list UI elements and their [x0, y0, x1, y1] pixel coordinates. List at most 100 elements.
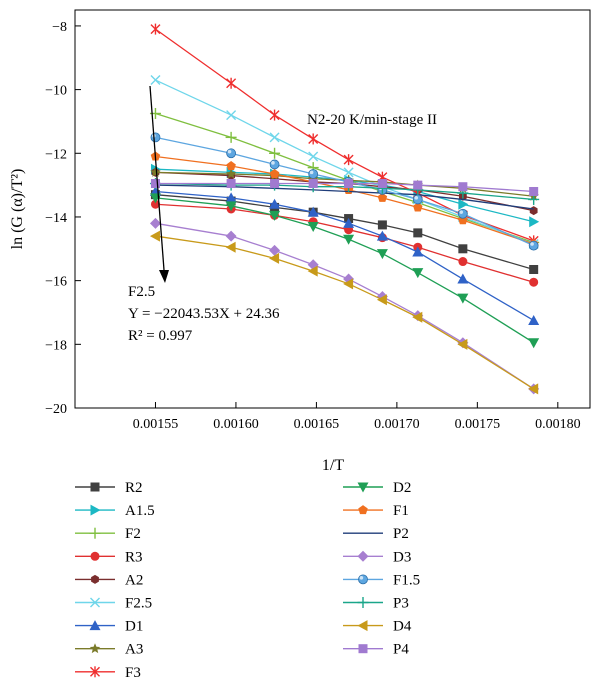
data-point-marker — [528, 240, 539, 251]
series-f3 — [150, 23, 539, 247]
data-point-marker — [377, 220, 387, 230]
legend-label: D1 — [125, 619, 143, 635]
legend-label: F2 — [125, 526, 141, 542]
legend-item: A1.5 — [75, 503, 155, 519]
data-point-marker — [149, 217, 161, 229]
data-point-marker — [528, 314, 540, 325]
legend: R2 A1.5 F2 R3 A2 F2.5 D1 A3 F3 D2 F1 P2 D3 F1.5 P3 D4 P4 — [75, 480, 420, 680]
data-point-marker — [150, 166, 161, 177]
legend-item: P2 — [343, 526, 409, 542]
data-point-marker — [457, 293, 469, 304]
fit-label-r2: R² = 0.997 — [128, 328, 193, 344]
data-point-marker — [225, 168, 237, 179]
legend-label: F1 — [393, 503, 409, 519]
data-point-marker — [89, 527, 101, 539]
data-point-marker — [377, 192, 388, 202]
data-point-marker — [528, 383, 539, 395]
marker-highlight — [227, 149, 232, 154]
data-point-marker — [358, 644, 368, 654]
data-point-marker — [307, 265, 318, 277]
data-point-marker — [308, 151, 319, 162]
data-point-marker — [89, 643, 101, 654]
data-point-marker — [458, 257, 468, 267]
marker-highlight — [271, 161, 275, 165]
legend-label: A3 — [125, 642, 143, 658]
data-point-marker — [458, 198, 469, 210]
series-d2 — [149, 193, 540, 349]
data-point-marker — [149, 230, 160, 242]
legend-item: A2 — [75, 572, 143, 588]
trend-arrow-shaft — [149, 85, 165, 271]
data-point-marker — [90, 666, 100, 678]
data-point-marker — [529, 264, 539, 274]
data-point-marker — [343, 234, 355, 245]
data-point-marker — [357, 620, 368, 632]
series-line — [155, 28, 534, 242]
data-point-marker — [269, 159, 280, 170]
legend-item: R3 — [75, 549, 143, 565]
data-point-marker — [358, 505, 368, 515]
marker-highlight — [414, 196, 418, 200]
data-point-marker — [150, 199, 160, 209]
legend-item: F2 — [75, 526, 141, 542]
data-point-marker — [90, 597, 100, 608]
data-point-marker — [308, 179, 318, 189]
data-point-marker — [307, 222, 319, 233]
y-tick-label: −10 — [45, 84, 67, 99]
legend-item: F1 — [343, 503, 409, 519]
fit-label-series: F2.5 — [128, 284, 155, 300]
data-point-marker — [344, 179, 354, 189]
data-point-marker — [269, 198, 281, 209]
data-point-marker — [457, 273, 469, 284]
data-point-marker — [357, 597, 369, 608]
legend-item: F2.5 — [75, 596, 152, 612]
data-point-marker — [226, 179, 236, 189]
legend-item: R2 — [75, 480, 143, 496]
data-point-marker — [458, 182, 468, 192]
y-axis-label: ln (G (α)/T²) — [9, 169, 26, 250]
data-point-marker — [269, 252, 280, 264]
x-tick-label: 0.00155 — [133, 417, 179, 432]
data-point-marker — [457, 338, 468, 350]
series-f1-5 — [150, 132, 539, 251]
series-layer — [149, 23, 540, 395]
series-d1 — [149, 185, 540, 325]
data-point-marker — [270, 179, 280, 189]
data-point-marker — [269, 210, 281, 221]
data-point-marker — [307, 206, 319, 217]
data-point-marker — [412, 268, 424, 279]
fit-label-equation: Y = −22043.53X + 24.36 — [128, 306, 280, 322]
data-point-marker — [376, 294, 387, 306]
data-point-marker — [150, 75, 161, 86]
data-point-marker — [89, 620, 101, 631]
data-point-marker — [226, 110, 237, 121]
y-tick-label: −12 — [45, 147, 67, 162]
data-point-marker — [225, 241, 236, 253]
data-point-marker — [376, 249, 388, 260]
data-point-marker — [343, 167, 354, 178]
data-point-marker — [412, 194, 423, 205]
data-point-marker — [269, 109, 280, 121]
data-point-marker — [225, 131, 237, 143]
data-point-marker — [226, 161, 236, 171]
data-point-marker — [225, 230, 237, 242]
x-tick-label: 0.00170 — [374, 417, 420, 432]
axis-ticks: 0.00155 0.00160 0.00165 0.00170 0.00175 0.001… — [45, 20, 580, 432]
legend-label: P2 — [393, 526, 409, 542]
y-tick-label: −14 — [45, 211, 67, 226]
x-axis-label: 1/T — [322, 457, 344, 474]
x-tick-label: 0.00165 — [294, 417, 340, 432]
data-point-marker — [269, 168, 280, 179]
plot-frame — [74, 9, 591, 409]
data-point-marker — [308, 133, 319, 145]
data-point-marker — [376, 230, 388, 241]
data-point-marker — [529, 277, 539, 287]
legend-item: A3 — [75, 642, 143, 658]
series-r3 — [150, 199, 539, 287]
data-point-marker — [226, 77, 237, 89]
legend-label: P3 — [393, 596, 409, 612]
legend-item: D3 — [343, 549, 411, 565]
series-line — [155, 190, 534, 322]
data-point-marker — [412, 311, 423, 323]
data-point-marker — [269, 132, 280, 143]
